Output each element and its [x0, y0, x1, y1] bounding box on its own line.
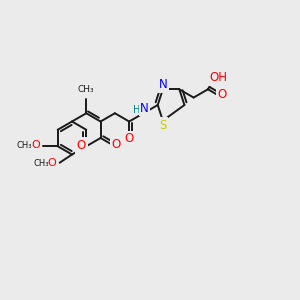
Text: CH₃: CH₃ — [33, 159, 49, 168]
Text: N: N — [140, 102, 149, 115]
Text: S: S — [159, 119, 166, 132]
Text: O: O — [217, 88, 226, 100]
Text: O: O — [77, 139, 86, 152]
Text: O: O — [48, 158, 57, 168]
Text: O: O — [124, 132, 134, 146]
Text: OH: OH — [210, 71, 228, 84]
Text: N: N — [158, 78, 167, 91]
Text: CH₃: CH₃ — [16, 141, 32, 150]
Text: H: H — [133, 105, 140, 116]
Text: CH₃: CH₃ — [78, 85, 94, 94]
Text: O: O — [31, 140, 40, 150]
Text: O: O — [112, 138, 121, 151]
